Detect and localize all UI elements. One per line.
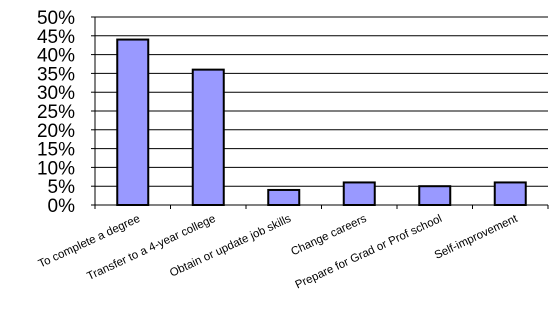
bar — [116, 38, 150, 207]
y-tick-label: 35% — [37, 64, 75, 85]
axes — [91, 16, 549, 209]
bar — [267, 188, 301, 207]
y-tick-label: 30% — [37, 83, 75, 104]
y-tick-label: 50% — [37, 8, 75, 29]
bar — [418, 185, 452, 206]
y-tick-label: 15% — [37, 140, 75, 161]
y-tick-label: 0% — [48, 196, 76, 217]
y-tick-label: 40% — [37, 46, 75, 67]
y-tick-label: 10% — [37, 158, 75, 179]
x-category-label: Transfer to a 4-year college — [85, 213, 217, 283]
x-category-label: Prepare for Grad or Prof school — [294, 213, 444, 292]
y-tick-label: 5% — [48, 177, 76, 198]
y-tick-label: 25% — [37, 102, 75, 123]
y-tick-labels: 0%5%10%15%20%25%30%35%40%45%50% — [37, 8, 75, 217]
y-tick-label: 45% — [37, 27, 75, 48]
bars — [116, 38, 527, 207]
bar — [191, 68, 225, 206]
bar — [493, 181, 527, 207]
gridlines — [95, 16, 548, 187]
x-category-label: Self-improvement — [433, 213, 520, 262]
bar — [342, 181, 376, 207]
y-tick-label: 20% — [37, 121, 75, 142]
x-category-label: Obtain or update job skills — [168, 213, 293, 280]
